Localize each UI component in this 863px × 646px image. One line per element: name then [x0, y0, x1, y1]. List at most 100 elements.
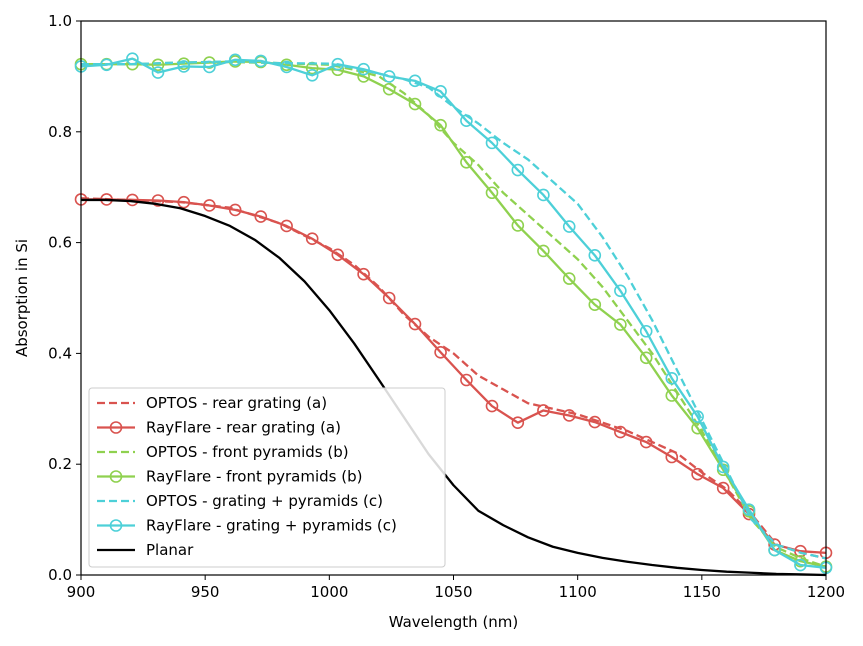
series-line [80, 57, 827, 569]
data-point [126, 52, 139, 65]
data-point [691, 467, 704, 481]
data-point [562, 220, 576, 233]
legend-label: Planar [146, 541, 194, 559]
x-tick-label: 1150 [683, 583, 721, 601]
legend-label: OPTOS - front pyramids (b) [146, 443, 349, 461]
data-point [588, 415, 602, 429]
x-tick-label: 950 [191, 583, 220, 601]
data-point [228, 53, 242, 67]
data-point [331, 57, 345, 71]
data-point [408, 97, 422, 111]
data-point [280, 60, 293, 74]
data-point [382, 291, 396, 305]
y-tick-label: 0.6 [48, 234, 72, 252]
data-point [639, 435, 653, 449]
data-point [305, 68, 319, 82]
series-line [81, 198, 827, 577]
data-point [485, 136, 499, 150]
data-point [768, 543, 781, 557]
data-point [485, 399, 499, 413]
series-2 [74, 193, 833, 560]
y-axis-ticks: 0.0 0.2 0.4 0.6 0.8 1.0 [48, 12, 81, 584]
legend-item: OPTOS - front pyramids (b) [97, 443, 349, 461]
legend-item: OPTOS - grating + pyramids (c) [97, 492, 383, 510]
x-tick-label: 1050 [434, 583, 472, 601]
data-point [460, 114, 473, 128]
data-point [408, 317, 422, 331]
data-point [716, 481, 730, 495]
legend-label: OPTOS - rear grating (a) [146, 394, 327, 412]
x-axis-ticks: 900 950 1000 1050 1100 1150 1200 [67, 575, 845, 601]
data-point [485, 186, 499, 200]
y-tick-label: 0.8 [48, 123, 72, 141]
data-point [588, 249, 602, 262]
data-point [665, 450, 679, 464]
data-point [408, 74, 422, 88]
data-point [537, 244, 550, 258]
y-tick-label: 0.0 [48, 566, 72, 584]
data-point [254, 54, 268, 68]
legend-item: RayFlare - front pyramids (b) [97, 468, 362, 486]
series-layer [74, 52, 833, 577]
series-5 [81, 60, 827, 560]
data-point [382, 82, 396, 96]
legend-item: RayFlare - rear grating (a) [97, 419, 341, 437]
legend-marker [109, 421, 123, 434]
legend-label: RayFlare - rear grating (a) [146, 419, 341, 437]
data-point [203, 60, 216, 74]
series-line [81, 60, 827, 560]
data-point [588, 298, 602, 311]
data-point [357, 267, 370, 281]
y-tick-label: 1.0 [48, 12, 72, 30]
y-axis-label: Absorption in Si [13, 239, 31, 357]
data-point [614, 425, 627, 439]
series-7 [81, 198, 827, 577]
data-point [614, 318, 627, 331]
data-point [794, 558, 807, 572]
data-point [151, 66, 165, 79]
legend-label: RayFlare - front pyramids (b) [146, 468, 362, 486]
x-axis-label: Wavelength (nm) [389, 613, 519, 631]
data-point [562, 272, 576, 285]
data-point [639, 351, 653, 365]
data-point [254, 210, 268, 223]
data-point [177, 195, 191, 209]
data-point [280, 219, 293, 233]
legend-label: RayFlare - grating + pyramids (c) [146, 517, 397, 535]
data-point [177, 60, 191, 73]
data-point [228, 203, 242, 217]
data-point [151, 58, 165, 72]
data-point [665, 372, 679, 385]
series-6 [74, 52, 833, 575]
data-point [511, 163, 525, 177]
data-point [382, 70, 396, 83]
data-point [460, 155, 473, 169]
data-point [639, 324, 653, 338]
data-point [151, 194, 165, 207]
x-tick-label: 900 [67, 583, 96, 601]
y-tick-label: 0.4 [48, 344, 72, 362]
data-point [794, 544, 807, 558]
legend-box [88, 387, 446, 568]
data-point [434, 118, 447, 132]
data-point [537, 404, 550, 417]
legend-marker [109, 519, 123, 532]
legend-item: OPTOS - rear grating (a) [97, 394, 327, 412]
data-point [511, 219, 525, 232]
data-point [742, 503, 756, 516]
data-point [537, 188, 550, 202]
legend-item: Planar [97, 541, 194, 559]
data-point [691, 410, 704, 423]
legend: OPTOS - rear grating (a) RayFlare - rear … [88, 387, 446, 568]
data-point [562, 409, 576, 422]
legend-item: RayFlare - grating + pyramids (c) [97, 517, 397, 535]
data-point [434, 345, 447, 359]
data-point [357, 62, 370, 76]
data-point [460, 373, 473, 387]
data-point [203, 199, 216, 212]
x-tick-label: 1000 [310, 583, 348, 601]
data-point [511, 416, 525, 429]
x-tick-label: 1100 [559, 583, 597, 601]
data-point [100, 58, 113, 72]
